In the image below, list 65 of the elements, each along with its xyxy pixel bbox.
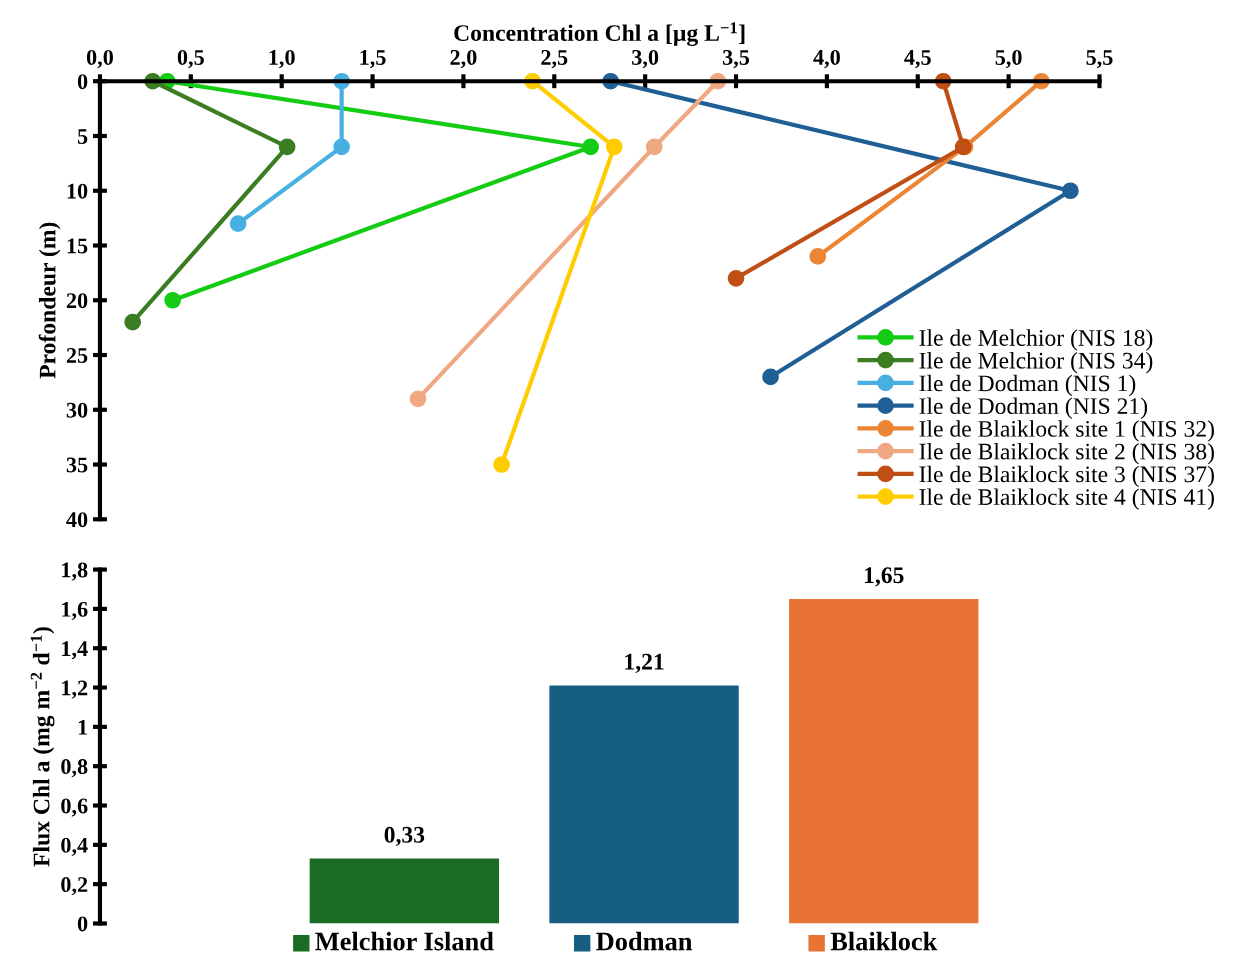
point <box>809 248 827 265</box>
y-tick-label: 1 <box>78 719 87 735</box>
legend-label: Ile de Blaiklock site 1 (NIS 32) <box>919 420 1214 442</box>
y-tick-label: 5 <box>77 129 88 144</box>
y-axis-title: Profondeur (m) <box>38 222 61 379</box>
x-axis-title: Concentration Chl a [µg L$^{−1}$] <box>454 22 745 46</box>
point <box>582 138 599 156</box>
y-tick-label: 0,2 <box>61 877 88 896</box>
x-tick-label: 4,5 <box>904 50 931 69</box>
point <box>409 390 427 408</box>
x-tick-label: 3,0 <box>632 49 659 69</box>
y-tick-label: 0,6 <box>61 798 88 817</box>
x-tick-label: 0,0 <box>86 49 113 69</box>
x-tick-label: Melchior Island <box>315 931 494 951</box>
x-tick-label: 3,5 <box>722 49 750 69</box>
y-tick-label: 0 <box>77 74 88 90</box>
y-tick-label: 25 <box>66 348 88 363</box>
y-tick-label: 30 <box>66 402 88 418</box>
y-tick-label: 40 <box>66 512 88 528</box>
y-tick-label: 1,2 <box>62 680 88 699</box>
point <box>762 368 779 386</box>
point <box>727 270 745 287</box>
legend-label: Ile de Blaiklock site 3 (NIS 37) <box>919 465 1214 488</box>
y-tick-label: 1,8 <box>62 562 88 581</box>
point <box>645 138 663 156</box>
point <box>229 215 247 232</box>
y-tick-label: 1,4 <box>62 641 88 660</box>
legend-label: Ile de Blaiklock site 4 (NIS 41) <box>919 488 1214 510</box>
legend-label: Ile de Melchior (NIS 34) <box>919 352 1153 374</box>
legend-label: Ile de Dodman (NIS 1) <box>919 374 1136 397</box>
x-tick-label: Blaiklock <box>830 931 938 951</box>
x-tick-label: 0,5 <box>177 49 204 69</box>
point <box>605 138 623 156</box>
x-tick-label: 5,0 <box>995 49 1022 69</box>
x-tick-label: 2,5 <box>541 49 568 69</box>
point <box>278 138 296 156</box>
data-label: 1,65 <box>865 567 904 587</box>
x-tick-label: 2,0 <box>450 49 477 69</box>
bar <box>789 599 979 924</box>
x-tick-label: Dodman <box>596 931 693 951</box>
point <box>1062 182 1079 200</box>
bar <box>309 858 500 924</box>
legend-label: Ile de Blaiklock site 2 (NIS 38) <box>919 442 1214 465</box>
point <box>124 313 142 331</box>
y-tick-label: 0 <box>77 916 88 932</box>
y-tick-label: 0,8 <box>61 759 88 778</box>
x-tick-label: 4,0 <box>813 49 840 69</box>
data-label: 1,21 <box>625 653 664 674</box>
legend-label: Ile de Dodman (NIS 21) <box>919 397 1148 419</box>
point <box>164 291 181 309</box>
y-axis-title: Flux Chl a (mg m$^{−2}$ d$^{−1}$) <box>30 627 55 867</box>
data-label: 0,33 <box>384 826 425 847</box>
y-tick-label: 20 <box>66 293 88 309</box>
bar <box>549 685 739 924</box>
legend-label: Ile de Melchior (NIS 18) <box>919 329 1153 351</box>
y-tick-label: 1,6 <box>62 601 88 621</box>
x-tick-label: 5,5 <box>1086 50 1113 69</box>
point <box>333 138 350 156</box>
y-tick-label: 0,4 <box>61 837 88 856</box>
x-tick-label: 1,5 <box>360 50 386 69</box>
y-tick-label: 35 <box>66 457 88 473</box>
point <box>493 456 510 473</box>
y-tick-label: 15 <box>67 238 88 254</box>
y-tick-label: 10 <box>67 183 88 199</box>
x-tick-label: 1,0 <box>269 49 295 69</box>
